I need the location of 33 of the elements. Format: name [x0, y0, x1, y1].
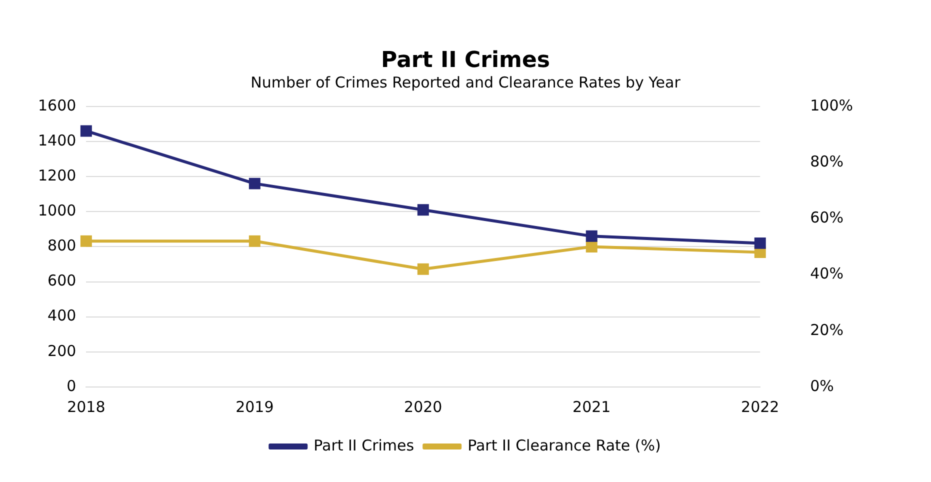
y-tick-label: 1600: [38, 96, 76, 114]
point: [754, 237, 766, 249]
chart-subtitle: Number of Crimes Reported and Clearance Rates by Year: [250, 73, 682, 92]
chart-title: Part II Crimes: [381, 48, 550, 73]
y-tick-label: 1200: [38, 166, 76, 184]
y2-tick-label: 80%: [810, 152, 844, 170]
legend-label: Part II Clearance Rate (%): [468, 436, 661, 454]
y-tick-label: 200: [48, 342, 76, 360]
point: [248, 178, 260, 190]
x-tick-label: 2021: [572, 398, 611, 416]
y2-tick-label: 40%: [810, 264, 844, 283]
y-tick-label: 600: [48, 272, 76, 290]
point: [417, 263, 429, 275]
y-tick-label: 1000: [38, 202, 76, 220]
point: [80, 125, 92, 137]
y-tick-label: 400: [48, 306, 76, 325]
y2-tick-label: 0%: [810, 376, 834, 395]
legend-label: Part II Crimes: [314, 436, 414, 454]
x-tick-label: 2020: [404, 398, 442, 416]
x-tick-label: 2018: [67, 398, 106, 416]
point: [586, 240, 598, 252]
y2-tick-label: 60%: [810, 208, 844, 227]
point: [417, 204, 429, 216]
y-tick-label: 1400: [38, 131, 76, 150]
point: [80, 235, 92, 247]
point: [586, 230, 598, 242]
x-tick-label: 2019: [236, 398, 274, 416]
point: [248, 235, 260, 247]
y2-tick-label: 100%: [810, 96, 854, 114]
y2-tick-label: 20%: [810, 320, 844, 339]
x-tick-label: 2022: [741, 398, 780, 416]
y-tick-label: 800: [48, 236, 76, 255]
y-tick-label: 0: [66, 376, 76, 395]
